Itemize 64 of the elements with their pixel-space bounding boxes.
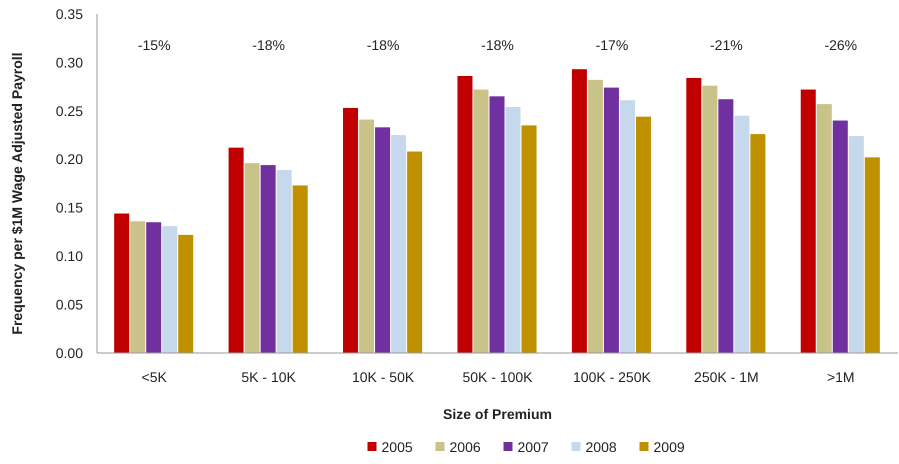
bar xyxy=(800,90,816,353)
bar xyxy=(391,135,406,353)
y-tick-label: 0.30 xyxy=(56,54,84,70)
annotation: -15% xyxy=(138,36,171,53)
bar xyxy=(359,120,374,353)
x-tick-label: 50K - 100K xyxy=(462,369,534,385)
bar xyxy=(604,88,619,353)
bar xyxy=(457,76,472,353)
bar xyxy=(178,234,194,353)
bar xyxy=(114,214,130,353)
legend-label: 2006 xyxy=(450,439,481,455)
annotation: -18% xyxy=(481,36,514,53)
bar xyxy=(506,106,521,353)
y-tick-label: 0.15 xyxy=(56,200,84,216)
x-tick-label: 5K - 10K xyxy=(241,369,297,385)
y-tick-label: 0.25 xyxy=(56,102,84,119)
legend-label: 2007 xyxy=(518,439,549,455)
bar xyxy=(260,165,276,353)
bar xyxy=(686,78,702,353)
x-tick-label: <5K xyxy=(142,369,168,385)
y-tick-label: 0.20 xyxy=(56,151,84,168)
annotation: -21% xyxy=(710,36,743,53)
bar xyxy=(636,116,651,353)
bar xyxy=(276,170,292,353)
annotation: -18% xyxy=(252,36,285,53)
y-tick-label: 0.35 xyxy=(56,6,84,22)
legend-label: 2005 xyxy=(382,439,413,455)
y-tick-label: 0.10 xyxy=(56,248,84,264)
legend-label: 2009 xyxy=(654,439,685,455)
bar xyxy=(750,134,766,353)
bar xyxy=(228,148,244,353)
annotation: -17% xyxy=(596,36,628,53)
bar xyxy=(734,116,750,353)
bar xyxy=(620,100,635,353)
bar xyxy=(407,152,422,353)
x-tick-label: >1M xyxy=(826,369,855,385)
bar xyxy=(473,90,488,353)
y-axis-title: Frequency per $1M Wage Adjusted Payroll xyxy=(9,52,25,335)
bar xyxy=(343,108,358,353)
bar xyxy=(588,80,603,353)
bar xyxy=(848,136,864,353)
bar xyxy=(146,222,162,353)
bar xyxy=(702,86,718,353)
x-tick-label: 10K - 50K xyxy=(352,369,415,385)
bar xyxy=(130,221,146,353)
bar xyxy=(832,120,848,353)
bar xyxy=(162,226,178,353)
y-tick-label: 0.05 xyxy=(56,296,84,312)
bar xyxy=(816,104,832,353)
y-tick-label: 0.00 xyxy=(56,344,84,361)
bar xyxy=(292,185,308,353)
bar xyxy=(572,69,587,353)
x-axis-title: Size of Premium xyxy=(443,406,552,422)
annotation: -18% xyxy=(366,36,400,53)
x-tick-label: 250K - 1M xyxy=(694,369,759,385)
bar xyxy=(244,163,260,353)
bar xyxy=(489,96,505,353)
bar xyxy=(375,127,390,353)
bar xyxy=(522,125,537,353)
annotation: -26% xyxy=(824,36,858,53)
bar xyxy=(718,99,734,353)
bar xyxy=(864,157,880,353)
legend-label: 2008 xyxy=(586,439,617,455)
x-tick-label: 100K - 250K xyxy=(573,369,652,385)
